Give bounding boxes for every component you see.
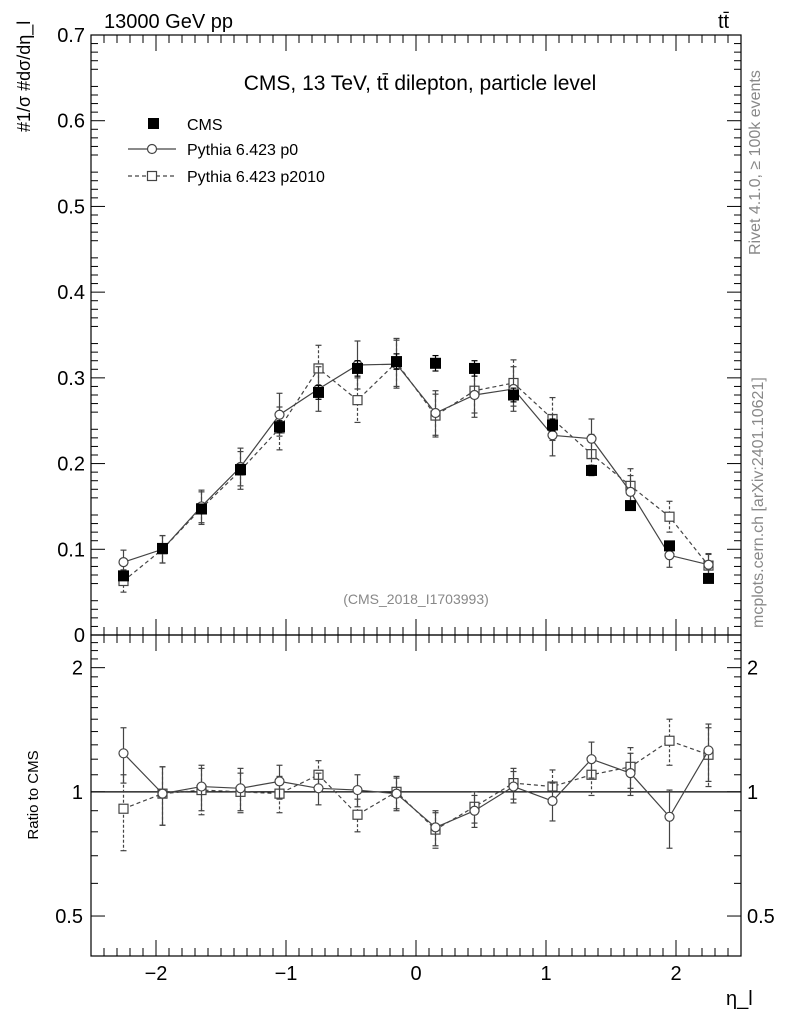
ratio-p0-point	[235, 783, 246, 794]
cms-point	[235, 464, 246, 476]
cms-point	[196, 503, 207, 515]
ratio-p0-point	[157, 788, 168, 799]
p0-point	[274, 409, 285, 420]
legend-label-cms: CMS	[187, 117, 223, 134]
[object Object]-series-cms	[118, 353, 714, 584]
mcplots-label: mcplots.cern.ch [arXiv:2401.10621]	[750, 377, 767, 628]
ratio-y-tick-label-left: 0.5	[55, 906, 83, 928]
main-y-tick-label: 0.1	[57, 539, 85, 561]
cms-point	[352, 362, 363, 374]
[object Object]-series-p0	[118, 339, 714, 577]
ratio-p0-point	[391, 788, 402, 799]
ratio-y-tick-label-left: 2	[72, 658, 83, 680]
ratio-y-tick-label-right: 1	[747, 782, 758, 804]
ratio-p2010-point	[118, 803, 129, 814]
[object Object]-series-p2010	[118, 337, 714, 593]
ratio-p0-point	[430, 822, 441, 833]
cms-point	[391, 356, 402, 368]
main-plot-panel: 0 0.1 0.2 0.3 0.4 0.5 0.6 0.7	[57, 25, 742, 647]
ratio-p0-point	[274, 776, 285, 787]
x-tick-label: 2	[670, 963, 681, 985]
cms-point	[274, 421, 285, 433]
ratio-p0-point	[625, 768, 636, 779]
ratio-y-tick-label-right: 2	[747, 658, 758, 680]
cms-point	[118, 570, 129, 582]
cms-point	[625, 500, 636, 512]
ratio-y-axis-label: Ratio to CMS	[25, 750, 42, 839]
x-tick-label: 1	[540, 963, 551, 985]
cms-point	[157, 542, 168, 554]
x-tick-label: −1	[275, 963, 298, 985]
ratio-frame	[90, 634, 742, 957]
cms-point	[430, 357, 441, 369]
legend-label-p0: Pythia 6.423 p0	[187, 142, 298, 159]
p0-line	[123, 363, 709, 566]
p0-point	[547, 430, 558, 441]
ratio-p0-line	[123, 750, 710, 829]
ratio-p2010-line	[123, 740, 709, 831]
p2010-point	[352, 395, 363, 406]
p0-point	[586, 433, 597, 444]
x-axis-label: η_l	[726, 988, 753, 1010]
p0-point	[469, 389, 480, 401]
chart-title: CMS, 13 TeV, tt̄ dilepton, particle leve…	[244, 72, 597, 95]
main-y-tick-label: 0	[74, 625, 85, 647]
ratio-p0-point	[352, 784, 363, 796]
p0-point	[703, 559, 714, 570]
p2010-point	[664, 511, 675, 522]
x-tick-label: 0	[410, 963, 421, 985]
ratio-p0-point	[547, 795, 558, 807]
ratio-p0-point	[118, 748, 129, 759]
main-y-tick-label: 0.4	[57, 282, 85, 304]
cms-point	[469, 362, 480, 374]
ratio-p0-point	[469, 805, 480, 816]
ratio-p0-point	[313, 783, 324, 794]
ratio-p0-point	[508, 781, 519, 792]
p0-point	[430, 407, 441, 419]
ratio-plot-panel: −2 −1 0 1 2 0.5 0.5 1 1 2 2	[55, 634, 775, 985]
legend: CMS Pythia 6.423 p0 Pythia 6.423 p2010	[128, 117, 325, 186]
[object Object]-series-ratio-p0	[118, 723, 714, 849]
ratio-p0-point	[196, 781, 207, 792]
main-y-tick-label: 0.3	[57, 368, 85, 390]
main-y-tick-label: 0.2	[57, 454, 85, 476]
main-y-tick-label: 0.7	[57, 25, 85, 47]
cms-point	[313, 386, 324, 398]
p2010-line	[123, 361, 709, 582]
p0-point	[625, 486, 636, 497]
main-y-axis-label: #1/σ #dσ/dη_l	[14, 21, 35, 132]
ratio-p0-point	[703, 745, 714, 756]
analysis-tag: (CMS_2018_I1703993)	[343, 591, 489, 607]
ratio-p0-point	[586, 754, 597, 765]
x-tick-label: −2	[145, 963, 168, 985]
rivet-version-label: Rivet 4.1.0, ≥ 100k events	[747, 70, 764, 255]
legend-marker-cms	[148, 118, 159, 129]
ratio-y-tick-label-right: 0.5	[747, 906, 775, 928]
ratio-y-tick-label-left: 1	[72, 782, 83, 804]
ratio-p2010-point	[352, 809, 363, 820]
[object Object]-series-ratio-p2010	[118, 718, 714, 852]
legend-label-p2010: Pythia 6.423 p2010	[187, 169, 325, 186]
main-y-tick-label: 0.5	[57, 196, 85, 218]
cms-point	[586, 464, 597, 476]
p0-point	[664, 550, 675, 561]
cms-point	[547, 419, 558, 431]
cms-point	[664, 540, 675, 552]
ratio-p2010-point	[664, 735, 675, 746]
ratio-p0-point	[664, 811, 675, 822]
header-left-label: 13000 GeV pp	[104, 11, 233, 33]
cms-point	[703, 572, 714, 584]
main-y-tick-label: 0.6	[57, 111, 85, 133]
legend-marker-p2010	[146, 170, 158, 182]
header-right-label: tt̄	[718, 11, 730, 33]
p0-point	[118, 557, 129, 568]
legend-marker-p0	[146, 143, 158, 155]
cms-point	[508, 389, 519, 401]
